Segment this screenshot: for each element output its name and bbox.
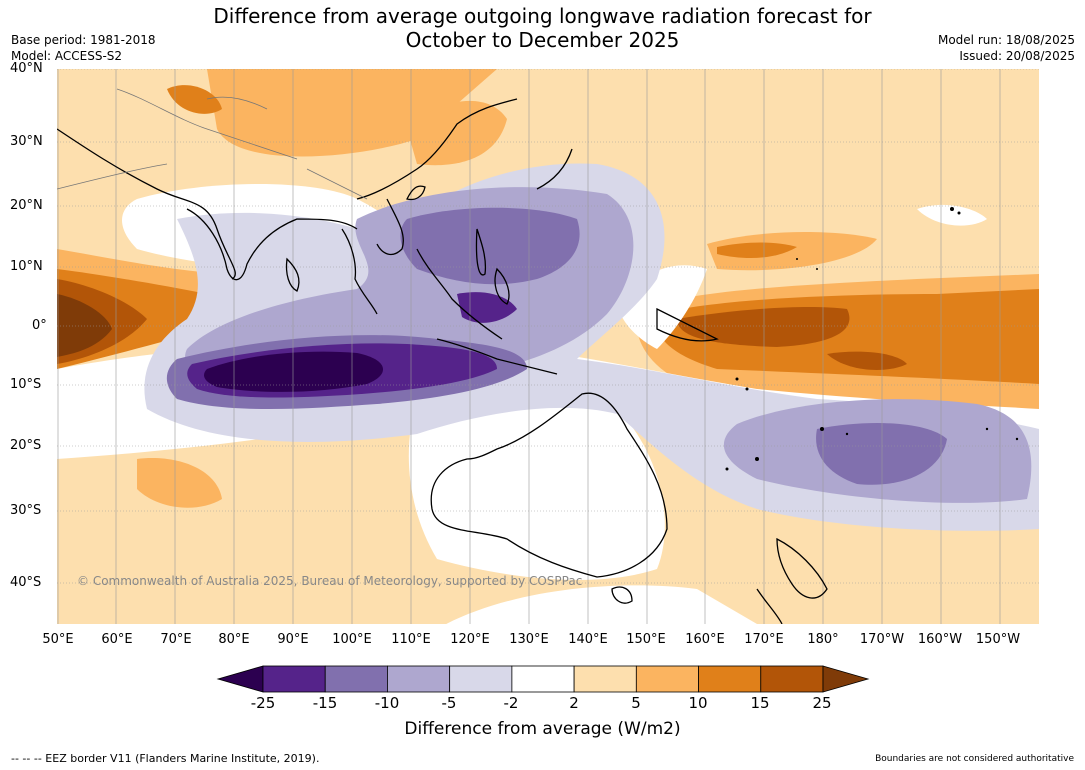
lon-label: 60°E [101,632,133,647]
run-info: Model run: 18/08/2025 Issued: 20/08/2025 [938,32,1075,64]
lat-label: 0° [32,318,47,333]
colorbar-segment [760,665,824,693]
map-title: Difference from average outgoing longwav… [0,4,1085,52]
colorbar-tick: -25 [250,694,276,712]
negative-anomaly-fill [144,163,1039,531]
lon-label: 50°E [42,632,74,647]
colorbar [216,665,870,693]
lon-label: 170°E [744,632,784,647]
colorbar-label: Difference from average (W/m2) [404,719,681,739]
colorbar-segment [635,665,699,693]
country-borders [57,88,368,200]
base-period: Base period: 1981-2018 [11,33,156,47]
lon-label: 130°E [509,632,549,647]
colorbar-tick: -15 [312,694,338,712]
lat-label: 10°N [10,259,43,274]
lon-label: 150°W [975,632,1021,647]
eez-legend-note: -- -- -- EEZ border V11 (Flanders Marine… [11,752,320,765]
colorbar-max-extension [822,665,870,693]
lon-label: 150°E [626,632,666,647]
lon-label: 110°E [391,632,431,647]
colorbar-segment [573,665,637,693]
colorbar-tick: 2 [569,694,579,712]
lat-label: 20°N [10,198,43,213]
meridians [57,69,1001,624]
colorbar-segment [449,665,513,693]
colorbar-segment [387,665,451,693]
boundaries-disclaimer: Boundaries are not considered authoritat… [875,754,1074,764]
lat-label: 10°S [10,377,42,392]
lat-label: 30°S [10,503,42,518]
colorbar-tick: 10 [688,694,708,712]
lat-label: 30°N [10,134,43,149]
lat-label: 40°S [10,575,42,590]
map-canvas [57,69,1039,624]
title-line-1: Difference from average outgoing longwav… [213,4,872,28]
lon-label: 160°E [685,632,725,647]
pacific-islands [725,207,1019,471]
lat-label: 20°S [10,438,42,453]
lon-label: 170°W [859,632,905,647]
colorbar-min-extension [216,665,264,693]
lon-label: 90°E [277,632,309,647]
colorbar-tick: 5 [631,694,641,712]
model-run: Model run: 18/08/2025 [937,33,1075,47]
model-info: Base period: 1981-2018 Model: ACCESS-S2 [11,32,156,64]
lon-label: 140°E [568,632,608,647]
lon-label: 160°W [917,632,963,647]
colorbar-segment [511,665,575,693]
lon-label: 100°E [332,632,372,647]
title-line-2: October to December 2025 [405,28,680,52]
colorbar-segment [324,665,388,693]
lon-label: 180° [807,632,839,647]
lon-label: 120°E [450,632,490,647]
issued-date: Issued: 20/08/2025 [959,49,1075,63]
colorbar-segment [262,665,326,693]
coastlines [57,98,828,624]
forecast-map [57,69,1039,624]
copyright-notice: © Commonwealth of Australia 2025, Bureau… [77,574,583,588]
colorbar-tick: -5 [441,694,457,712]
colorbar-tick: 15 [750,694,770,712]
colorbar-tick: -10 [374,694,400,712]
colorbar-tick: -2 [503,694,519,712]
model-name: Model: ACCESS-S2 [11,49,123,63]
colorbar-tick: 25 [812,694,832,712]
lon-label: 70°E [160,632,192,647]
lon-label: 80°E [218,632,250,647]
colorbar-segment [698,665,762,693]
lat-label: 40°N [10,61,43,76]
